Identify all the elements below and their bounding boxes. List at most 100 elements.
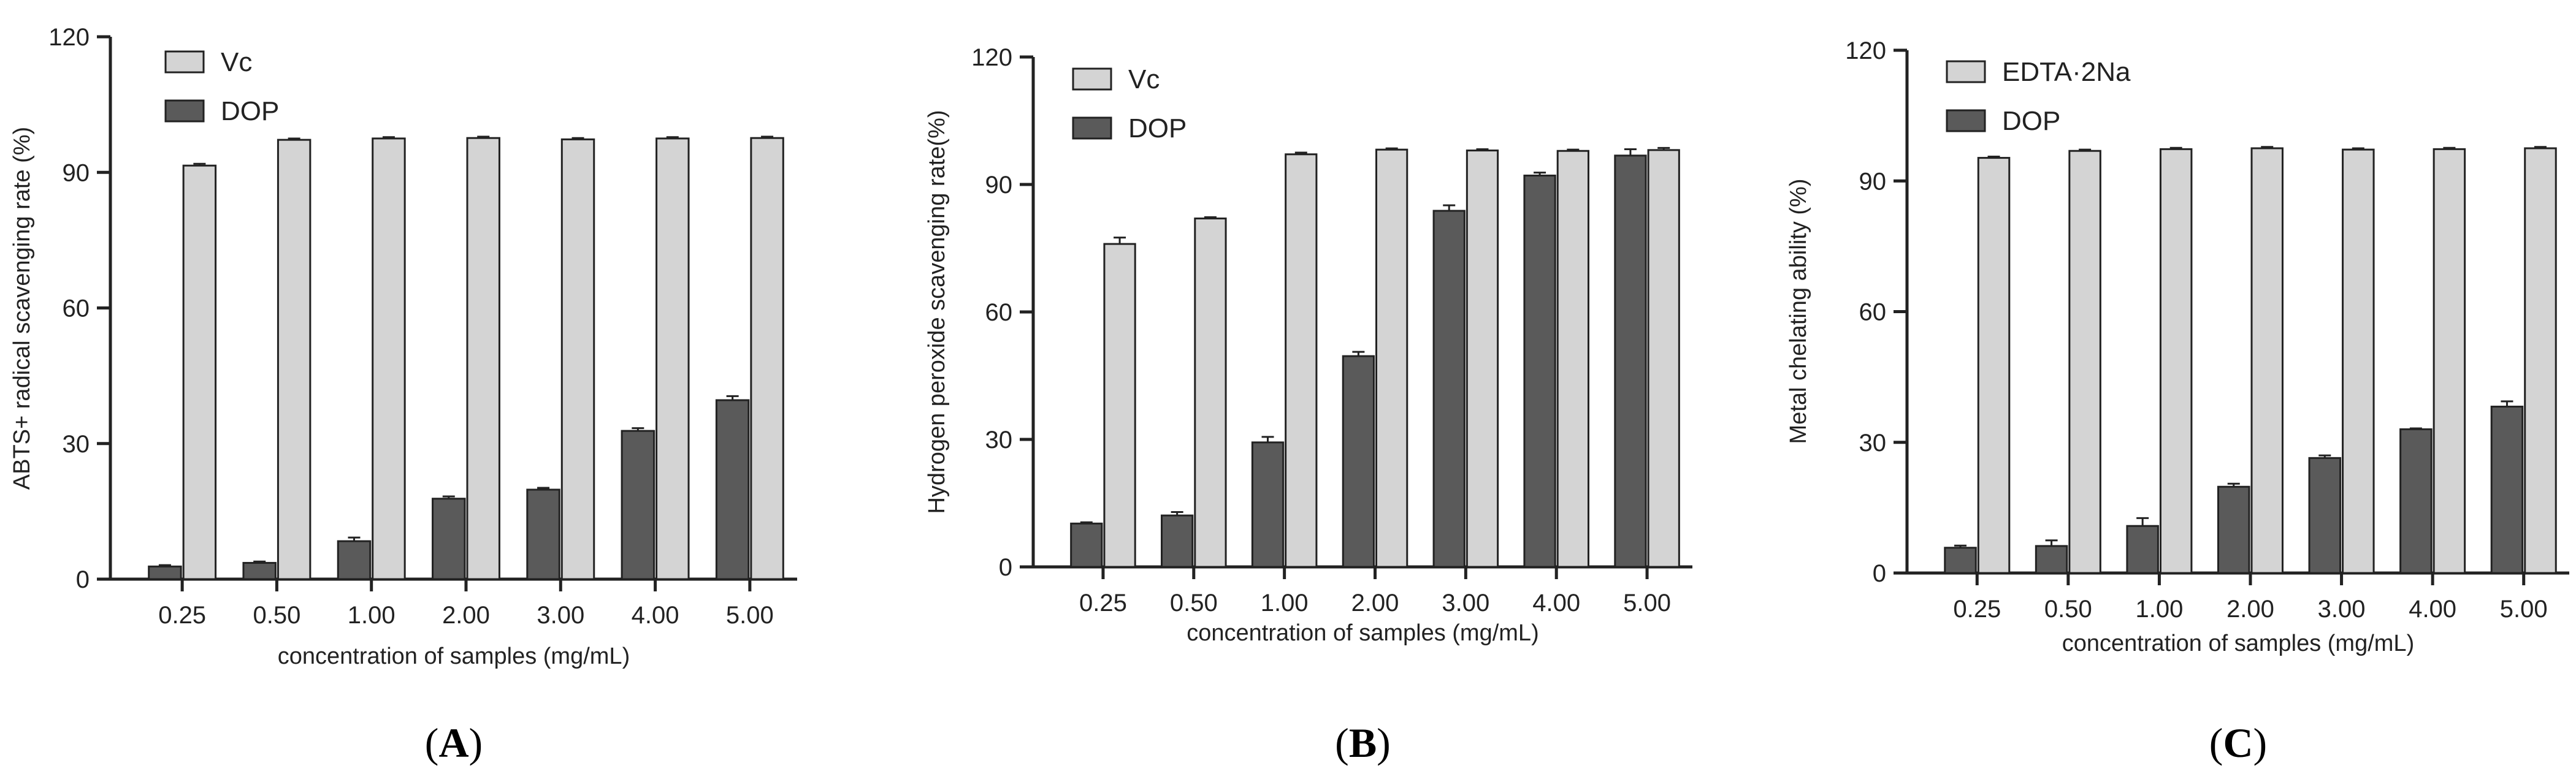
y-tick-label: 120 [1845,37,1886,64]
bar-dop [1070,522,1103,568]
bar-dop [1251,441,1285,568]
y-tick-label: 30 [985,427,1013,454]
x-tick-label: 0.50 [1170,590,1218,617]
bar-vc [655,137,690,580]
x-tick-label: 3.00 [537,602,584,629]
legend-swatch [164,50,205,74]
bar-dop [1342,355,1375,568]
bar-dop [715,399,750,580]
bar-dop [526,488,560,580]
legend-label: DOP [1128,113,1187,143]
x-tick-label: 1.00 [348,602,396,629]
x-tick-label: 1.00 [2135,596,2183,623]
bar-vc [1466,150,1499,568]
bar-edta-2na [1977,157,2011,574]
bar-dop [242,561,277,580]
x-tick-label: 3.00 [1442,590,1489,617]
y-tick-label: 120 [48,24,90,51]
legend-label: DOP [221,96,279,126]
bar-dop [1523,174,1556,568]
y-tick-label: 30 [63,431,90,458]
x-tick-label: 0.50 [2044,596,2092,623]
legend-label: Vc [221,47,252,77]
chart-panel-b: 0 30 60 90 120 0.25 0.50 1.00 2.00 3.00 4.00 5.00 co… [924,44,1692,766]
bar-dop [621,430,655,580]
x-tick-label: 5.00 [726,602,774,629]
y-axis-label: ABTS+ radical scavenging rate (%) [9,127,35,490]
bar-dop [432,498,466,580]
bar-dop [2126,525,2159,574]
bar-dop [2490,405,2524,574]
x-tick-label: 2.00 [2226,596,2274,623]
y-tick-label: 90 [1859,168,1887,195]
bar-dop [2399,428,2433,574]
x-axis-label: concentration of samples (mg/mL) [1187,620,1538,646]
panel-label: (B) [1335,719,1391,766]
y-tick-label: 30 [1859,430,1887,457]
bar-vc [277,139,311,580]
bar-vc [560,138,595,580]
bar-vc [1103,243,1136,568]
bar-dop [1161,514,1194,568]
x-tick-label: 0.25 [158,602,206,629]
legend-swatch [1072,67,1112,91]
y-tick-label: 0 [999,554,1012,581]
legend-swatch [1072,116,1112,140]
x-tick-label: 3.00 [2318,596,2366,623]
bar-edta-2na [2524,147,2557,574]
bar-edta-2na [2433,148,2466,574]
x-tick-label: 0.25 [1079,590,1127,617]
bar-dop [2217,485,2250,574]
y-tick-label: 0 [1873,560,1886,587]
bar-dop [2035,545,2068,574]
legend-swatch [164,99,205,123]
y-tick-label: 0 [76,566,90,593]
x-axis-label: concentration of samples (mg/mL) [278,643,630,669]
panel-letter: A [438,719,468,766]
x-tick-label: 0.50 [253,602,300,629]
bar-dop [148,565,182,580]
panel-label: (A) [425,719,483,766]
chart-panel-c: 0 30 60 90 120 0.25 0.50 1.00 2.00 3.00 4.00 5.00 co… [1786,37,2569,766]
x-tick-label: 5.00 [2500,596,2548,623]
legend-label: Vc [1128,64,1160,94]
legend-swatch [1946,109,1986,132]
x-tick-label: 2.00 [1351,590,1399,617]
bar-vc [182,164,217,580]
x-tick-label: 4.00 [2409,596,2456,623]
y-tick-label: 120 [971,44,1012,71]
y-tick-label: 60 [1859,299,1887,326]
bar-edta-2na [2342,148,2375,574]
bar-vc [372,137,406,580]
bar-dop [1614,154,1647,568]
bar-vc [466,137,500,580]
legend-label: EDTA·2Na [2002,57,2131,87]
x-tick-label: 4.00 [1532,590,1580,617]
x-tick-label: 1.00 [1261,590,1309,617]
bar-vc [1375,148,1408,568]
x-tick-label: 4.00 [632,602,679,629]
y-tick-label: 90 [63,159,90,186]
panel-letter: C [2223,719,2253,766]
y-tick-label: 90 [985,172,1013,199]
y-tick-label: 60 [63,295,90,322]
x-tick-label: 0.25 [1953,596,2001,623]
legend-label: DOP [2002,106,2060,136]
y-axis-label: Hydrogen peroxide scavenging rate(%) [924,110,950,514]
x-tick-label: 2.00 [442,602,490,629]
bar-edta-2na [2159,148,2193,574]
bar-dop [1944,547,1977,574]
bar-vc [1285,153,1318,568]
legend-swatch [1946,60,1986,83]
x-axis-label: concentration of samples (mg/mL) [2062,631,2414,656]
bar-vc [1556,150,1589,568]
bar-vc [1194,217,1227,568]
x-tick-label: 5.00 [1623,590,1671,617]
y-tick-label: 60 [985,299,1013,326]
y-axis-label: Metal chelating ability (%) [1786,179,1811,444]
bar-dop [337,540,372,580]
bar-vc [750,137,784,580]
panel-label: (C) [2209,719,2267,766]
bar-vc [1647,149,1680,568]
bar-edta-2na [2068,150,2101,574]
